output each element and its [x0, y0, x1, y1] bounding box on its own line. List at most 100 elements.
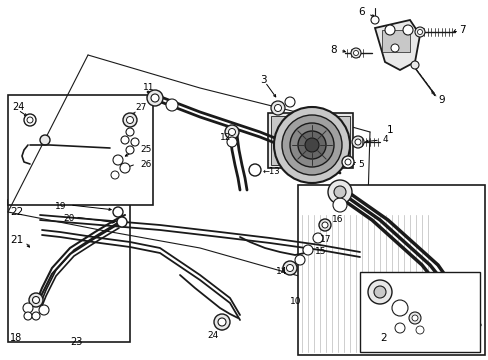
Text: 24: 24: [12, 102, 24, 112]
Circle shape: [228, 129, 235, 135]
Text: 12: 12: [220, 134, 231, 143]
Circle shape: [40, 135, 50, 145]
Circle shape: [408, 312, 420, 324]
Circle shape: [415, 326, 423, 334]
Circle shape: [126, 146, 134, 154]
Circle shape: [321, 222, 327, 228]
Text: 21: 21: [10, 235, 23, 245]
Text: 15: 15: [314, 248, 326, 256]
Circle shape: [394, 323, 404, 333]
Circle shape: [274, 104, 281, 112]
Circle shape: [120, 163, 130, 173]
Circle shape: [297, 131, 325, 159]
Circle shape: [285, 97, 294, 107]
Circle shape: [131, 138, 139, 146]
Text: 8: 8: [329, 45, 336, 55]
Text: 20: 20: [63, 215, 74, 224]
Circle shape: [410, 61, 418, 69]
Circle shape: [390, 44, 398, 52]
Circle shape: [333, 186, 346, 198]
Circle shape: [113, 155, 123, 165]
Text: ←13: ←13: [263, 167, 280, 176]
Circle shape: [248, 164, 261, 176]
Text: 11: 11: [142, 84, 154, 93]
Circle shape: [24, 312, 32, 320]
Circle shape: [282, 115, 341, 175]
Circle shape: [165, 99, 178, 111]
Circle shape: [151, 94, 159, 102]
Circle shape: [350, 48, 360, 58]
Circle shape: [224, 125, 239, 139]
Bar: [297, 185, 484, 355]
Circle shape: [345, 159, 350, 165]
Circle shape: [411, 315, 417, 321]
Bar: [8, 200, 130, 342]
Circle shape: [384, 25, 394, 35]
Text: 17: 17: [319, 235, 331, 244]
Circle shape: [327, 180, 351, 204]
Text: 14: 14: [275, 267, 287, 276]
Circle shape: [351, 136, 363, 148]
Text: 5: 5: [357, 161, 363, 170]
Circle shape: [391, 300, 407, 316]
Circle shape: [226, 137, 237, 147]
Circle shape: [123, 113, 137, 127]
Circle shape: [32, 312, 40, 320]
Circle shape: [39, 305, 49, 315]
Text: 16: 16: [331, 216, 343, 225]
Circle shape: [270, 101, 285, 115]
Text: 27: 27: [135, 104, 146, 112]
Polygon shape: [374, 20, 419, 70]
Circle shape: [289, 123, 333, 167]
Bar: [359, 272, 479, 352]
Circle shape: [367, 280, 391, 304]
Circle shape: [294, 255, 305, 265]
Text: 7: 7: [458, 25, 465, 35]
Circle shape: [214, 314, 229, 330]
Circle shape: [126, 117, 133, 123]
Circle shape: [218, 318, 225, 326]
Circle shape: [341, 156, 353, 168]
Circle shape: [370, 16, 378, 24]
Text: 26: 26: [140, 161, 151, 170]
Text: 24: 24: [207, 330, 218, 339]
Text: 4: 4: [382, 135, 388, 144]
Circle shape: [318, 219, 330, 231]
Circle shape: [354, 139, 360, 145]
Circle shape: [305, 138, 318, 152]
Circle shape: [111, 171, 119, 179]
Text: 6: 6: [357, 7, 364, 17]
Circle shape: [29, 293, 43, 307]
Circle shape: [27, 117, 33, 123]
Circle shape: [303, 245, 312, 255]
Bar: [270, 116, 349, 165]
Text: 2: 2: [379, 333, 386, 343]
Circle shape: [23, 303, 33, 313]
Text: 25: 25: [140, 145, 151, 154]
Circle shape: [353, 50, 358, 55]
Circle shape: [286, 265, 293, 271]
Circle shape: [117, 217, 127, 227]
Circle shape: [283, 261, 296, 275]
Bar: [8, 95, 153, 205]
Bar: [381, 30, 409, 52]
Text: 10: 10: [289, 297, 301, 306]
Circle shape: [414, 27, 424, 37]
Text: 23: 23: [70, 337, 82, 347]
Circle shape: [24, 114, 36, 126]
Bar: [267, 113, 352, 168]
Circle shape: [417, 30, 422, 35]
Circle shape: [273, 107, 349, 183]
Text: 18: 18: [10, 333, 22, 343]
Text: 19: 19: [55, 202, 66, 211]
Circle shape: [402, 25, 412, 35]
Text: 3: 3: [260, 75, 266, 85]
Circle shape: [147, 90, 163, 106]
Text: 1: 1: [386, 125, 393, 135]
Circle shape: [121, 136, 129, 144]
Circle shape: [32, 297, 40, 303]
Circle shape: [126, 128, 134, 136]
Circle shape: [373, 286, 385, 298]
Circle shape: [332, 198, 346, 212]
Circle shape: [113, 207, 123, 217]
